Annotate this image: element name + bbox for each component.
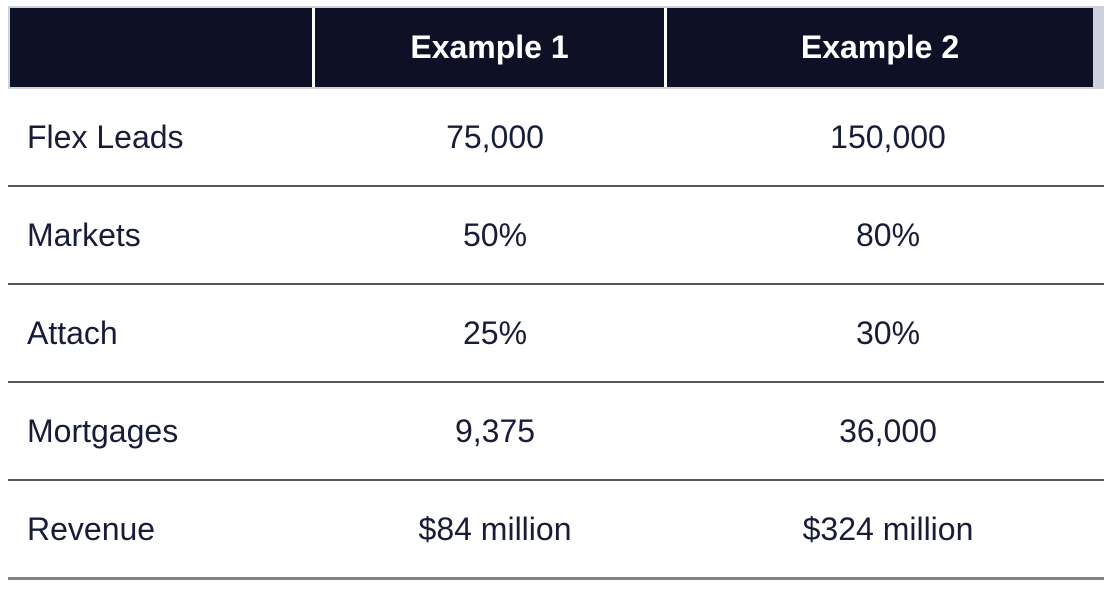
row-label: Attach bbox=[27, 314, 118, 351]
header-gap bbox=[664, 8, 667, 87]
table-header-row: Example 1 Example 2 bbox=[8, 6, 1104, 89]
example2-value: 36,000 bbox=[839, 412, 937, 449]
header-cell-example2: Example 2 bbox=[667, 8, 1093, 87]
header-cell-example1: Example 1 bbox=[315, 8, 664, 87]
comparison-table: Example 1 Example 2 Flex Leads 75,000 15… bbox=[8, 6, 1104, 580]
example2-value: 30% bbox=[855, 314, 921, 351]
table-row-markets: Markets 50% 80% bbox=[8, 187, 1104, 285]
row-label: Mortgages bbox=[27, 412, 179, 449]
example2-value: 80% bbox=[855, 216, 921, 253]
row-label: Markets bbox=[27, 216, 141, 253]
example1-value: 50% bbox=[462, 216, 528, 253]
example1-value: 9,375 bbox=[454, 412, 536, 449]
header-gap bbox=[312, 8, 315, 87]
row-label: Flex Leads bbox=[27, 118, 184, 155]
table-row-mortgages: Mortgages 9,375 36,000 bbox=[8, 383, 1104, 481]
example1-value: 25% bbox=[462, 314, 528, 351]
table-row-flex-leads: Flex Leads 75,000 150,000 bbox=[8, 89, 1104, 187]
table-row-revenue: Revenue $84 million $324 million bbox=[8, 481, 1104, 580]
example2-value: $324 million bbox=[802, 510, 974, 547]
row-label: Revenue bbox=[27, 510, 156, 547]
header-cell-blank bbox=[10, 8, 312, 87]
example2-value: 150,000 bbox=[830, 118, 946, 155]
table-row-attach: Attach 25% 30% bbox=[8, 285, 1104, 383]
example1-value: $84 million bbox=[418, 510, 572, 547]
example1-value: 75,000 bbox=[446, 118, 544, 155]
